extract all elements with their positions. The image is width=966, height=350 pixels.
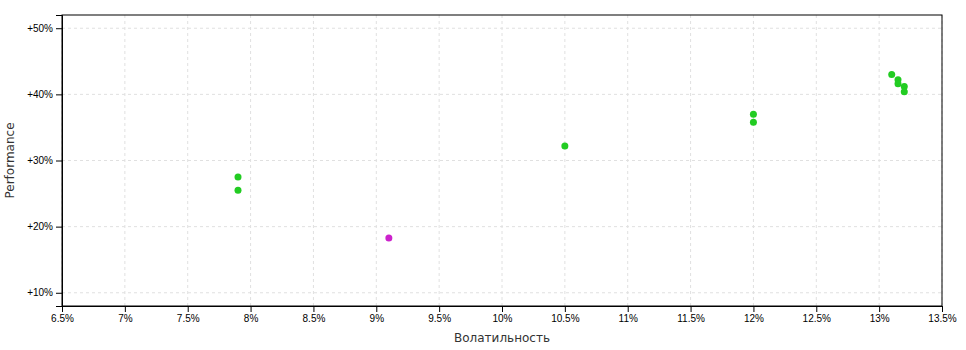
tick: +50% <box>27 23 62 34</box>
tick-mark <box>125 306 126 312</box>
series <box>385 234 392 241</box>
tick-label: 8% <box>244 313 259 324</box>
tick-label: 6.5% <box>51 313 74 324</box>
tick: 10% <box>492 306 512 324</box>
tick-label: +50% <box>27 23 53 34</box>
point <box>385 234 392 241</box>
grid <box>62 15 942 306</box>
tick-mark <box>56 28 62 29</box>
tick-label: 11.5% <box>677 313 705 324</box>
tick: 11% <box>619 306 638 324</box>
grid-line <box>439 15 440 306</box>
tick-mark <box>691 306 692 312</box>
tick-label: 12.5% <box>803 313 831 324</box>
tick: 9% <box>370 306 385 324</box>
tick-label: 13.5% <box>928 313 956 324</box>
tick-label: 13% <box>870 313 890 324</box>
point <box>561 142 568 149</box>
tick-mark <box>251 306 252 312</box>
tick-label: 9% <box>370 313 385 324</box>
tick: 13% <box>870 306 890 324</box>
grid-line <box>816 15 817 306</box>
grid-line <box>62 226 942 227</box>
grid-line <box>62 28 942 29</box>
grid-line <box>62 94 942 95</box>
tick-mark <box>56 94 62 95</box>
plot: 6.5% 7% 7.5% 8% 8.5% 9% 9.5% 10% 10.5% 11% 11.5% 12… <box>27 15 957 324</box>
tick-mark <box>56 161 62 162</box>
tick: 9.5% <box>428 306 451 324</box>
tick: 6.5% <box>51 306 74 324</box>
axis-line <box>63 307 943 313</box>
grid-line <box>690 15 691 306</box>
tick: 7% <box>118 306 133 324</box>
point <box>750 111 757 118</box>
tick: +20% <box>27 221 62 232</box>
tick-label: +30% <box>27 155 53 166</box>
tick-label: 12% <box>744 313 764 324</box>
tick: 12.5% <box>803 306 831 324</box>
point <box>895 80 902 87</box>
tick: +30% <box>27 155 62 166</box>
tick-label: 10% <box>492 313 512 324</box>
marks <box>235 71 908 241</box>
tick-mark <box>313 306 314 312</box>
point <box>750 119 757 126</box>
y-axis: +10% +20% +30% +40% +50% <box>27 16 62 307</box>
point <box>901 88 908 95</box>
tick-mark <box>879 306 880 312</box>
tick-label: 10.5% <box>551 313 579 324</box>
tick-mark <box>753 306 754 312</box>
grid-line <box>62 160 942 161</box>
tick-mark <box>942 306 943 312</box>
tick-mark <box>188 306 189 312</box>
tick: 11.5% <box>677 306 705 324</box>
tick: 13.5% <box>928 306 956 324</box>
tick-label: 11% <box>619 313 638 324</box>
tick-mark <box>376 306 377 312</box>
grid-line <box>313 15 314 306</box>
tick-label: 9.5% <box>428 313 451 324</box>
y-axis-title: Performance <box>3 122 17 198</box>
tick-label: 8.5% <box>303 313 326 324</box>
tick: 10.5% <box>551 306 579 324</box>
point <box>235 174 242 181</box>
plot-frame <box>62 15 942 306</box>
tick: 12% <box>744 306 764 324</box>
tick: 7.5% <box>177 306 200 324</box>
tick-mark <box>628 306 629 312</box>
x-axis-title: Волатильность <box>454 331 550 345</box>
tick-mark <box>56 227 62 228</box>
tick-label: 7% <box>118 313 133 324</box>
point <box>235 187 242 194</box>
tick-label: +40% <box>27 89 53 100</box>
tick-mark <box>816 306 817 312</box>
chart: 6.5% 7% 7.5% 8% 8.5% 9% 9.5% 10% 10.5% 11% 11.5% 12… <box>0 0 966 350</box>
axis-line <box>56 16 63 307</box>
tick: 8% <box>244 306 259 324</box>
tick-mark <box>56 293 62 294</box>
tick: 8.5% <box>303 306 326 324</box>
tick-mark <box>565 306 566 312</box>
tick-mark <box>502 306 503 312</box>
tick-label: 7.5% <box>177 313 200 324</box>
series <box>235 71 908 194</box>
x-axis: 6.5% 7% 7.5% 8% 8.5% 9% 9.5% 10% 10.5% 11% 11.5% 12… <box>51 306 957 324</box>
tick: +40% <box>27 89 62 100</box>
grid-line <box>564 15 565 306</box>
grid-line <box>62 292 942 293</box>
point <box>888 71 895 78</box>
tick-label: +20% <box>27 221 53 232</box>
tick-label: +10% <box>27 287 53 298</box>
tick: +10% <box>27 287 62 298</box>
tick-mark <box>439 306 440 312</box>
